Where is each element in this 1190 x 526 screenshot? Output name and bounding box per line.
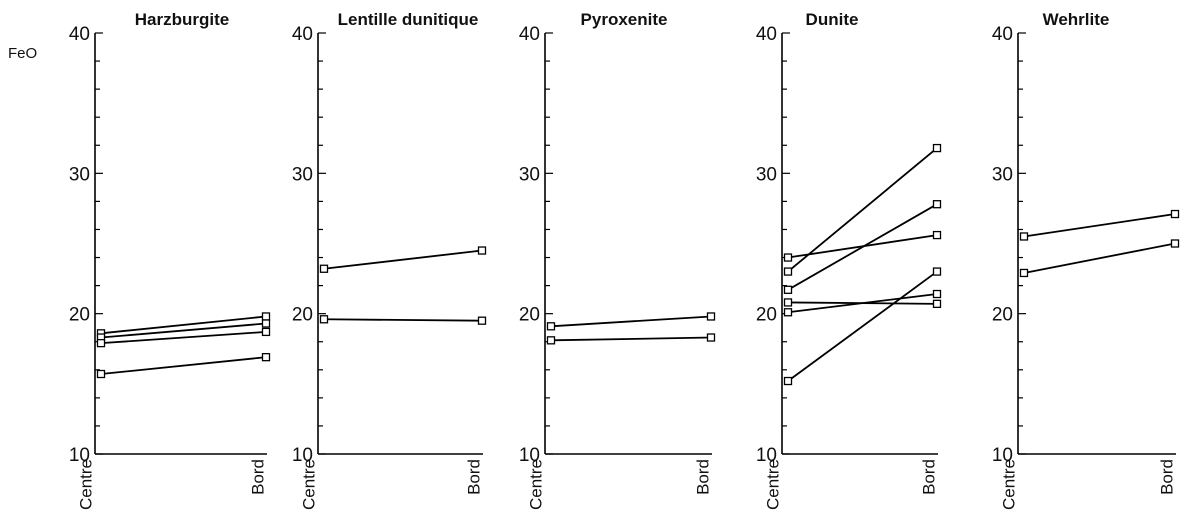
panel-title: Harzburgite — [135, 10, 229, 29]
series-line-1 — [787, 147, 938, 273]
x-category-label: Centre — [763, 459, 782, 510]
series-line-1 — [323, 249, 483, 270]
y-tick-label: 10 — [992, 445, 1013, 466]
panel-4: 10 20 30 40 Dunite Centre Bord — [756, 10, 942, 510]
y-tick-label: 30 — [519, 164, 540, 185]
series-line-2 — [1023, 242, 1176, 274]
data-point-marker — [706, 333, 716, 342]
panel-title: Lentille dunitique — [338, 10, 479, 29]
data-point-marker — [261, 319, 271, 328]
series-line-2 — [323, 318, 483, 322]
data-point-marker — [932, 200, 942, 209]
y-tick-label: 30 — [292, 164, 313, 185]
data-point-marker — [1019, 268, 1029, 278]
y-tick-label: 30 — [69, 164, 90, 185]
data-point-marker — [96, 369, 106, 379]
panels: 10 20 30 40 Harzburgite Centre Bord 10 20 30 40 Len… — [69, 10, 1180, 510]
y-tick-label: 20 — [756, 305, 777, 326]
series-line-2 — [100, 322, 267, 339]
y-tick-label: 10 — [756, 445, 777, 466]
panel-3: 10 20 30 40 Pyroxenite Centre Bord — [519, 10, 716, 510]
data-point-marker — [783, 298, 793, 307]
data-point-marker — [1170, 209, 1180, 219]
series-line-4 — [100, 356, 267, 375]
x-category-label: Centre — [526, 459, 545, 510]
x-category-label: Centre — [999, 459, 1018, 510]
series-line-3 — [787, 234, 938, 259]
y-tick-label: 40 — [292, 24, 313, 45]
y-tick-label: 40 — [756, 24, 777, 45]
x-category-label: Bord — [248, 459, 267, 495]
x-category-label: Bord — [919, 459, 938, 495]
y-tick-label: 10 — [69, 445, 90, 466]
x-category-label: Bord — [464, 459, 483, 495]
x-category-label: Centre — [76, 459, 95, 510]
panel-1: 10 20 30 40 Harzburgite Centre Bord — [69, 10, 271, 510]
y-tick-label: 40 — [992, 24, 1013, 45]
data-point-marker — [319, 264, 329, 273]
y-tick-label: 20 — [519, 305, 540, 326]
series-line-1 — [100, 315, 267, 335]
data-point-marker — [932, 299, 942, 308]
data-point-marker — [783, 308, 793, 317]
y-axis-label: FeO — [8, 45, 37, 62]
data-point-marker — [783, 253, 793, 262]
data-point-marker — [706, 312, 716, 321]
x-category-label: Bord — [693, 459, 712, 495]
series-line-1 — [550, 315, 712, 328]
data-point-marker — [319, 315, 329, 324]
series-line-6 — [787, 270, 938, 382]
data-point-marker — [96, 338, 106, 348]
panel-5: 10 20 30 40 Wehrlite Centre Bord — [992, 10, 1180, 510]
y-tick-label: 10 — [292, 445, 313, 466]
data-point-marker — [783, 376, 793, 386]
x-category-label: Bord — [1157, 459, 1176, 495]
x-category-label: Centre — [299, 459, 318, 510]
data-point-marker — [932, 230, 942, 240]
data-point-marker — [261, 353, 271, 362]
data-point-marker — [932, 143, 942, 153]
data-point-marker — [1019, 232, 1029, 241]
y-tick-label: 40 — [69, 24, 90, 45]
y-tick-label: 10 — [519, 445, 540, 466]
series-line-1 — [1023, 213, 1176, 238]
data-point-marker — [932, 289, 942, 299]
data-point-marker — [783, 285, 793, 294]
panel-2: 10 20 30 40 Lentille dunitique Centre Bord — [292, 10, 487, 510]
data-point-marker — [477, 246, 487, 255]
y-tick-label: 40 — [519, 24, 540, 45]
y-tick-label: 20 — [292, 305, 313, 326]
panel-title: Pyroxenite — [581, 10, 668, 29]
data-point-marker — [546, 322, 556, 331]
data-point-marker — [261, 327, 271, 337]
y-tick-label: 20 — [992, 305, 1013, 326]
panel-title: Dunite — [806, 10, 859, 29]
y-tick-label: 30 — [756, 164, 777, 185]
y-tick-label: 30 — [992, 164, 1013, 185]
series-line-3 — [100, 331, 267, 345]
data-point-marker — [261, 312, 271, 321]
series-line-2 — [550, 336, 712, 342]
data-point-marker — [477, 316, 487, 325]
data-point-marker — [1170, 239, 1180, 248]
data-point-marker — [783, 267, 793, 276]
panel-title: Wehrlite — [1043, 10, 1110, 29]
data-point-marker — [932, 267, 942, 276]
data-point-marker — [546, 336, 556, 345]
series-line-5 — [787, 293, 938, 314]
y-tick-label: 20 — [69, 305, 90, 326]
